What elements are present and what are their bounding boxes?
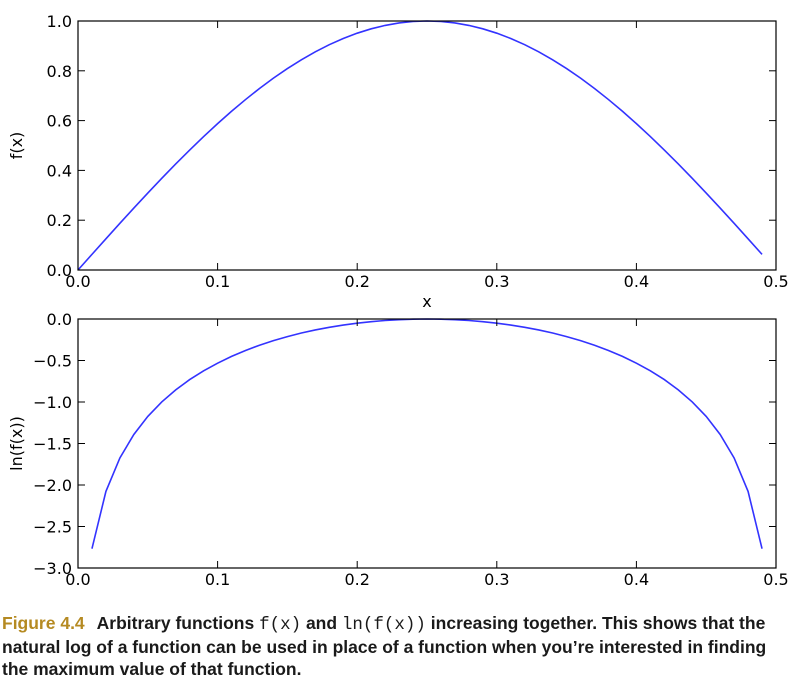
- bottom-y-tick-label: −3.0: [33, 559, 72, 578]
- top-y-axis-label: f(x): [7, 132, 26, 160]
- top-x-tick-label: 0.1: [205, 272, 230, 291]
- bottom-x-tick-label: 0.4: [624, 570, 649, 589]
- bottom-y-tick-label: −1.0: [33, 393, 72, 412]
- top-x-tick-label: 0.4: [624, 272, 649, 291]
- caption-text-3: increasing together. This shows that the…: [2, 613, 767, 679]
- top-y-tick-label: 0.2: [47, 211, 72, 230]
- top-x-tick-label: 0.5: [763, 272, 788, 291]
- caption-text-1: Arbitrary functions: [96, 613, 260, 633]
- bottom-x-tick-label: 0.2: [344, 570, 369, 589]
- top-y-tick-label: 0.4: [47, 161, 72, 180]
- figure-label: Figure 4.4: [2, 613, 85, 633]
- figure: 0.0 0.1 0.2 0.3 0.4 0.5 0.0 0.2 0.4 0.6 0.8 1.0 f(x)…: [7, 12, 789, 589]
- top-x-tick-label: 0.3: [484, 272, 509, 291]
- caption-code-lnfx: ln(f(x)): [341, 615, 426, 635]
- bottom-y-tick-label: −2.0: [33, 476, 72, 495]
- caption-text-2: and: [301, 613, 342, 633]
- bottom-x-tick-label: 0.1: [205, 570, 230, 589]
- f-of-x-plot: 0.0 0.1 0.2 0.3 0.4 0.5 0.0 0.2 0.4 0.6 0.8 1.0 f(x)…: [7, 12, 789, 311]
- top-series-line: [77, 20, 763, 271]
- bottom-series-line: [91, 318, 763, 549]
- bottom-x-tick-label: 0.5: [763, 570, 788, 589]
- top-y-tick-label: 0.8: [47, 62, 72, 81]
- caption-code-fx: f(x): [259, 615, 302, 635]
- bottom-y-axis-label: ln(f(x)): [7, 416, 26, 471]
- bottom-y-tick-label: −0.5: [33, 352, 72, 371]
- bottom-x-tick-label: 0.3: [484, 570, 509, 589]
- top-y-tick-label: 1.0: [47, 12, 72, 31]
- top-axes-frame: [77, 20, 777, 271]
- bottom-y-tick-label: 0.0: [47, 310, 72, 329]
- top-y-tick-label: 0.6: [47, 112, 72, 131]
- top-x-tick-label: 0.2: [344, 272, 369, 291]
- bottom-x-tick-label: 0.0: [65, 570, 90, 589]
- top-x-axis-label: x: [422, 292, 431, 311]
- bottom-y-tick-label: −2.5: [33, 518, 72, 537]
- figure-caption: Figure 4.4 Arbitrary functions f(x) and l…: [2, 612, 792, 680]
- ln-f-of-x-plot: 0.0 0.1 0.2 0.3 0.4 0.5 −3.0 −2.5 −2.0 −1.5 −1.0 −0…: [7, 310, 789, 589]
- top-y-tick-label: 0.0: [47, 261, 72, 280]
- top-x-tick-label: 0.0: [65, 272, 90, 291]
- bottom-axes-frame: [77, 318, 777, 569]
- bottom-y-tick-label: −1.5: [33, 435, 72, 454]
